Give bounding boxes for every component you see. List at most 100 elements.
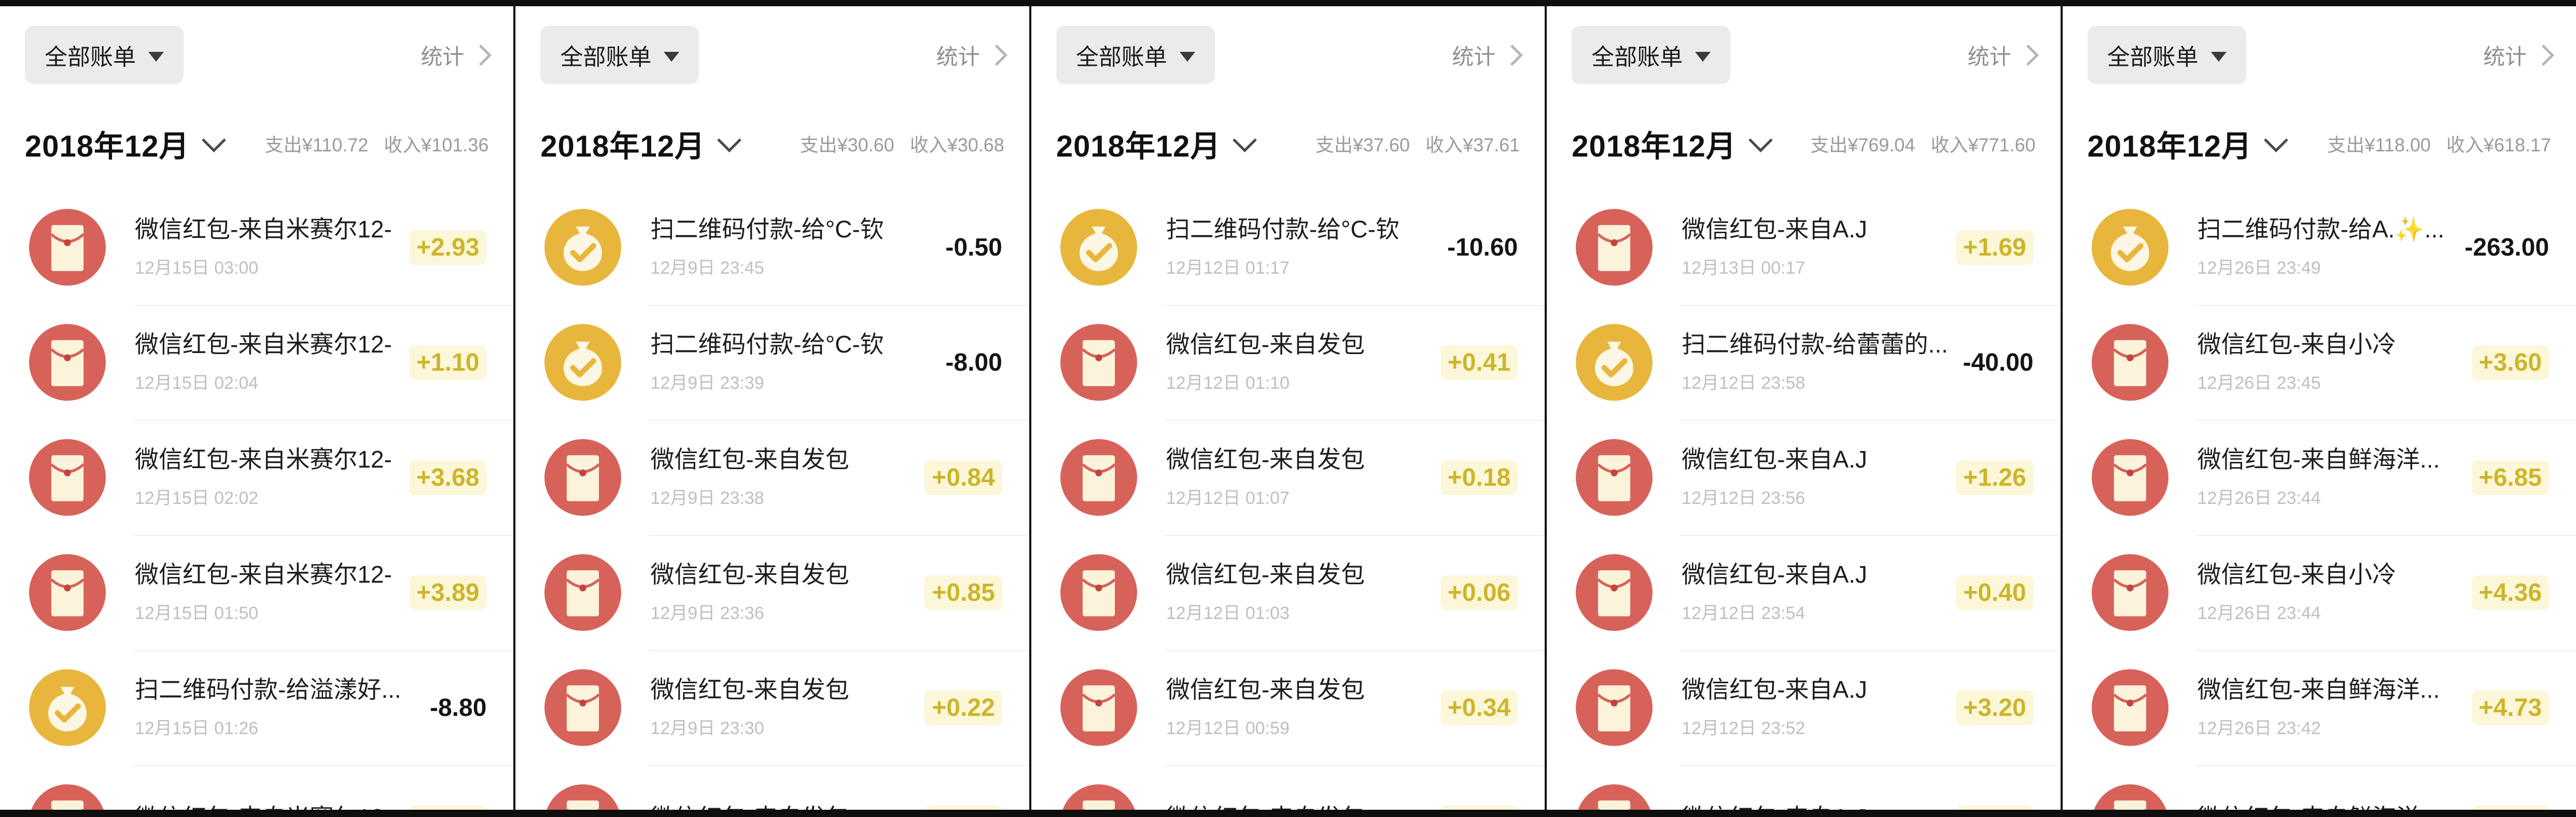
transaction-row[interactable]: 微信红包-来自发包 12月12日 01:03 +0.06 xyxy=(1031,535,1545,650)
month-selector[interactable]: 2018年12月 xyxy=(1572,122,1773,165)
transaction-amount: +1.26 xyxy=(1956,460,2034,495)
red-envelope-icon xyxy=(29,324,106,401)
transaction-amount: -10.60 xyxy=(1447,233,1518,261)
transaction-info: 微信红包-来自发包 12月9日 23:36 xyxy=(650,561,909,624)
transaction-amount: +4.36 xyxy=(2471,575,2550,610)
chevron-down-icon xyxy=(2264,128,2289,152)
transaction-row[interactable]: 微信红包-来自发包 12月12日 01:10 +0.41 xyxy=(1031,305,1545,420)
transaction-row[interactable]: 微信红包-来自A.J 12月12日 23:56 +1.26 xyxy=(1547,420,2061,535)
month-selector[interactable]: 2018年12月 xyxy=(1056,122,1257,165)
money-bag-icon xyxy=(2091,209,2168,286)
red-envelope-icon xyxy=(2091,669,2168,746)
red-envelope-icon xyxy=(2091,439,2168,516)
month-label: 2018年12月 xyxy=(540,130,705,163)
money-bag-icon xyxy=(544,209,622,286)
transaction-row[interactable]: 微信红包-来自米赛尔12-... 12月15日 01:50 +3.89 xyxy=(0,535,514,650)
transaction-row[interactable]: 扫二维码付款-给溢漾好... 12月15日 01:26 -8.80 xyxy=(0,650,514,765)
transaction-row[interactable]: 微信红包-来自米赛尔12-... 12月15日 03:00 +2.93 xyxy=(0,190,513,305)
transaction-row[interactable]: 微信红包-来自发包 12月9日 23:38 +0.84 xyxy=(515,420,1029,535)
transaction-title: 微信红包-来自鲜海洋... xyxy=(2197,804,2456,810)
transaction-row[interactable]: 微信红包-来自发包 +0.20 xyxy=(1031,765,1545,810)
statistics-link[interactable]: 统计 xyxy=(2483,39,2555,71)
month-label: 2018年12月 xyxy=(1056,130,1221,163)
transaction-title: 微信红包-来自A.J xyxy=(1682,561,1867,588)
red-envelope-icon xyxy=(29,209,106,286)
statistics-link[interactable]: 统计 xyxy=(1452,39,1523,71)
transaction-row[interactable]: 微信红包-来自发包 +0.43 xyxy=(515,765,1029,810)
red-envelope-icon xyxy=(544,439,622,516)
expense-total: 支出¥110.72 xyxy=(264,134,369,156)
transaction-title: 微信红包-来自发包 xyxy=(650,676,849,703)
transaction-title: 扫二维码付款-给溢漾好... xyxy=(135,676,401,703)
transaction-info: 微信红包-来自米赛尔12-... 12月15日 01:50 xyxy=(135,561,394,624)
statistics-link[interactable]: 统计 xyxy=(421,39,492,71)
transaction-row[interactable]: 扫二维码付款-给蕾蕾的... 12月12日 23:58 -40.00 xyxy=(1547,305,2061,420)
transaction-date: 12月15日 01:26 xyxy=(135,718,259,738)
transaction-row[interactable]: 微信红包-来自发包 12月9日 23:30 +0.22 xyxy=(515,650,1029,765)
month-summary: 支出¥37.60 收入¥37.61 xyxy=(1315,130,1520,157)
caret-down-icon xyxy=(2210,51,2227,62)
transaction-amount: +0.34 xyxy=(1440,690,1518,725)
panels-strip: 全部账单 统计 2018年12月 支出¥110.72 收入¥101.36 微信红… xyxy=(0,6,2576,810)
transaction-row[interactable]: 微信红包-来自鲜海洋... +1.18 xyxy=(2063,765,2576,810)
chevron-right-icon xyxy=(2017,44,2039,66)
transaction-amount: +0.43 xyxy=(925,805,1002,810)
account-filter-button[interactable]: 全部账单 xyxy=(1056,26,1215,84)
transaction-amount: +2.93 xyxy=(409,230,487,265)
account-filter-button[interactable]: 全部账单 xyxy=(540,26,699,84)
red-envelope-icon xyxy=(544,554,622,631)
transaction-row[interactable]: 微信红包-来自发包 12月9日 23:36 +0.85 xyxy=(515,535,1029,650)
account-filter-button[interactable]: 全部账单 xyxy=(1572,26,1731,84)
top-bar: 全部账单 统计 xyxy=(540,26,1007,84)
transaction-info: 微信红包-来自发包 12月12日 01:10 xyxy=(1166,331,1425,394)
transaction-title: 微信红包-来自A.J xyxy=(1682,216,1867,243)
statistics-link[interactable]: 统计 xyxy=(1968,39,2039,71)
transaction-row[interactable]: 微信红包-来自米赛尔12-... +5.17 xyxy=(0,765,514,810)
transaction-title: 微信红包-来自发包 xyxy=(1166,561,1365,588)
income-total: 收入¥30.68 xyxy=(909,134,1004,156)
income-total: 收入¥37.61 xyxy=(1425,134,1520,156)
transaction-date: 12月15日 03:00 xyxy=(135,258,259,278)
transaction-row[interactable]: 扫二维码付款-给A.✨... 12月26日 23:49 -263.00 xyxy=(2063,190,2576,305)
red-envelope-icon xyxy=(1060,324,1137,401)
month-selector[interactable]: 2018年12月 xyxy=(25,122,226,165)
account-filter-button[interactable]: 全部账单 xyxy=(2087,26,2246,84)
account-filter-button[interactable]: 全部账单 xyxy=(25,26,184,84)
transaction-amount: +0.18 xyxy=(1440,460,1518,495)
transaction-row[interactable]: 微信红包-来自A.J 12月12日 23:54 +0.40 xyxy=(1547,535,2061,650)
transaction-row[interactable]: 微信红包-来自发包 12月12日 01:07 +0.18 xyxy=(1031,420,1545,535)
bill-panel: 全部账单 统计 2018年12月 支出¥30.60 收入¥30.68 扫二维码付… xyxy=(515,6,1029,810)
transaction-row[interactable]: 微信红包-来自A.J +3.14 xyxy=(1547,765,2061,810)
transaction-amount: -8.00 xyxy=(945,348,1002,376)
transaction-row[interactable]: 微信红包-来自小冷 12月26日 23:45 +3.60 xyxy=(2063,305,2576,420)
transaction-date: 12月12日 01:07 xyxy=(1166,488,1290,508)
red-envelope-icon xyxy=(1576,209,1653,286)
transaction-row[interactable]: 微信红包-来自A.J 12月12日 23:52 +3.20 xyxy=(1547,650,2061,765)
transaction-row[interactable]: 微信红包-来自鲜海洋... 12月26日 23:44 +6.85 xyxy=(2063,420,2576,535)
transaction-info: 微信红包-来自米赛尔12-... 12月15日 02:04 xyxy=(135,331,394,394)
money-bag-icon xyxy=(544,324,622,401)
transaction-row[interactable]: 微信红包-来自米赛尔12-... 12月15日 02:04 +1.10 xyxy=(0,305,514,420)
transaction-title: 微信红包-来自米赛尔12-... xyxy=(135,561,394,588)
transaction-row[interactable]: 扫二维码付款-给°C-钦 12月9日 23:45 -0.50 xyxy=(515,190,1029,305)
red-envelope-icon xyxy=(29,324,106,401)
transaction-row[interactable]: 微信红包-来自小冷 12月26日 23:44 +4.36 xyxy=(2063,535,2576,650)
red-envelope-icon xyxy=(1060,669,1137,746)
transaction-row[interactable]: 微信红包-来自鲜海洋... 12月26日 23:42 +4.73 xyxy=(2063,650,2576,765)
transaction-info: 微信红包-来自鲜海洋... 12月26日 23:42 xyxy=(2197,676,2456,739)
transaction-info: 微信红包-来自米赛尔12-... 12月15日 02:02 xyxy=(135,446,394,509)
red-envelope-icon xyxy=(1576,209,1653,286)
transaction-row[interactable]: 微信红包-来自发包 12月12日 00:59 +0.34 xyxy=(1031,650,1545,765)
transaction-info: 微信红包-来自发包 12月9日 23:38 xyxy=(650,446,909,509)
transaction-row[interactable]: 扫二维码付款-给°C-钦 12月9日 23:39 -8.00 xyxy=(515,305,1029,420)
month-selector[interactable]: 2018年12月 xyxy=(2088,122,2289,165)
top-bar: 全部账单 统计 xyxy=(1056,26,1523,84)
red-envelope-icon xyxy=(1062,784,1135,810)
month-selector[interactable]: 2018年12月 xyxy=(540,122,741,165)
transaction-row[interactable]: 扫二维码付款-给°C-钦 12月12日 01:17 -10.60 xyxy=(1031,190,1545,305)
statistics-link[interactable]: 统计 xyxy=(936,39,1007,71)
transaction-row[interactable]: 微信红包-来自米赛尔12-... 12月15日 02:02 +3.68 xyxy=(0,420,514,535)
transaction-title: 微信红包-来自米赛尔12-... xyxy=(135,331,394,358)
transaction-row[interactable]: 微信红包-来自A.J 12月13日 00:17 +1.69 xyxy=(1547,190,2060,305)
